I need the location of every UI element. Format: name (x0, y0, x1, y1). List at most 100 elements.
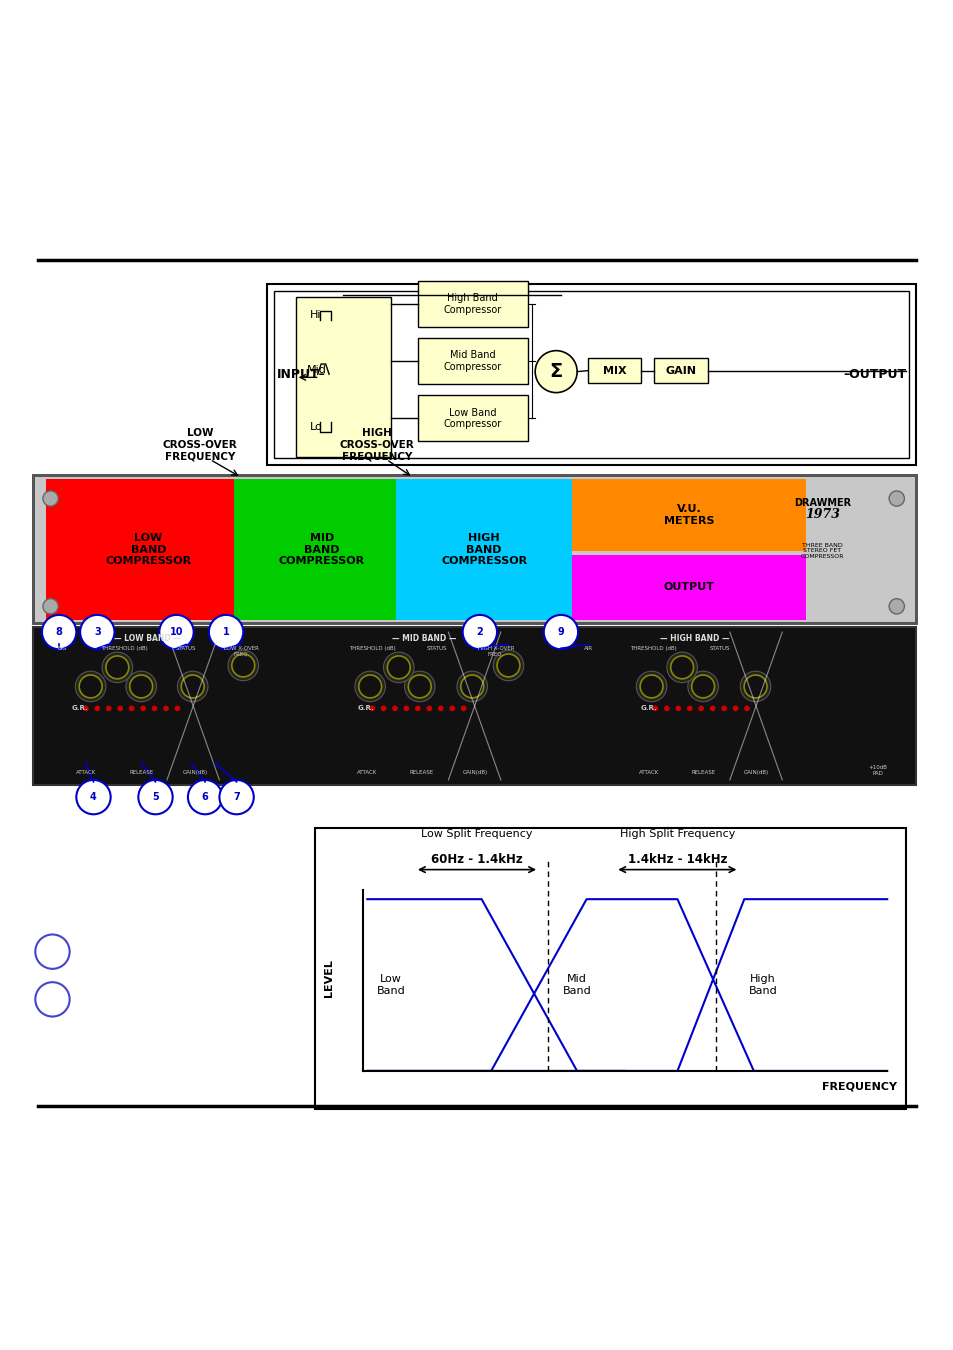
FancyBboxPatch shape (233, 479, 410, 620)
Text: INPUT–: INPUT– (276, 369, 325, 381)
Text: V.U.
METERS: V.U. METERS (663, 505, 714, 526)
Circle shape (493, 651, 523, 680)
Circle shape (152, 706, 157, 711)
Circle shape (94, 706, 100, 711)
Circle shape (177, 671, 208, 702)
Circle shape (209, 614, 243, 649)
FancyBboxPatch shape (267, 284, 915, 466)
Text: Hi: Hi (310, 310, 321, 320)
Text: STATUS: STATUS (426, 645, 447, 651)
Circle shape (543, 614, 578, 649)
Text: MIX: MIX (602, 366, 625, 375)
Text: Lo: Lo (310, 423, 322, 432)
Text: 1.4kHz - 14kHz: 1.4kHz - 14kHz (627, 853, 726, 867)
Text: ATTACK: ATTACK (638, 769, 659, 775)
Text: OUTPUT: OUTPUT (663, 582, 714, 593)
Circle shape (369, 706, 375, 711)
Text: HIGH
CROSS-OVER
FREQUENCY: HIGH CROSS-OVER FREQUENCY (339, 428, 414, 462)
Text: 9: 9 (557, 626, 564, 637)
Circle shape (43, 491, 58, 506)
Circle shape (687, 671, 718, 702)
Circle shape (652, 706, 658, 711)
Circle shape (456, 671, 487, 702)
Polygon shape (394, 482, 432, 620)
Text: RELEASE: RELEASE (409, 769, 434, 775)
FancyBboxPatch shape (572, 555, 805, 620)
Text: High Split Frequency: High Split Frequency (619, 829, 734, 840)
Text: 1: 1 (222, 626, 230, 637)
Text: 60Hz - 1.4kHz: 60Hz - 1.4kHz (431, 853, 522, 867)
Text: GAIN(dB): GAIN(dB) (183, 769, 208, 775)
Text: — MID BAND —: — MID BAND — (392, 634, 456, 643)
Text: Σ: Σ (549, 362, 562, 381)
Circle shape (380, 706, 386, 711)
Circle shape (535, 351, 577, 393)
Circle shape (426, 706, 432, 711)
Circle shape (691, 675, 714, 698)
Text: –OUTPUT: –OUTPUT (842, 369, 905, 381)
Circle shape (666, 652, 697, 683)
Text: High
Band: High Band (748, 975, 777, 996)
Circle shape (408, 675, 431, 698)
Text: 7: 7 (233, 792, 240, 802)
Polygon shape (232, 482, 270, 620)
Text: Mid
Band: Mid Band (562, 975, 591, 996)
Text: +10dB
PAD: +10dB PAD (867, 765, 886, 776)
Circle shape (732, 706, 738, 711)
Text: Mid Band
Compressor: Mid Band Compressor (443, 351, 501, 373)
Text: STATUS: STATUS (175, 645, 196, 651)
Circle shape (698, 706, 703, 711)
Text: DRAWMER: DRAWMER (793, 498, 850, 509)
FancyBboxPatch shape (295, 297, 391, 458)
Circle shape (228, 651, 258, 680)
Circle shape (106, 706, 112, 711)
Text: THREE BAND
STEREO FET
COMPRESSOR: THREE BAND STEREO FET COMPRESSOR (800, 543, 843, 559)
Text: FREQUENCY: FREQUENCY (821, 1081, 896, 1092)
Circle shape (75, 671, 106, 702)
Circle shape (126, 671, 156, 702)
FancyBboxPatch shape (417, 339, 527, 383)
Circle shape (138, 780, 172, 814)
FancyBboxPatch shape (654, 358, 707, 383)
Circle shape (102, 652, 132, 683)
Circle shape (670, 656, 693, 679)
Polygon shape (394, 482, 432, 620)
Text: 6: 6 (201, 792, 209, 802)
Circle shape (740, 671, 770, 702)
Circle shape (188, 780, 222, 814)
Circle shape (140, 706, 146, 711)
Circle shape (232, 653, 254, 676)
Text: 3: 3 (93, 626, 101, 637)
Circle shape (43, 598, 58, 614)
Text: THRESHOLD (dB): THRESHOLD (dB) (348, 645, 395, 651)
Circle shape (355, 671, 385, 702)
Text: BIG: BIG (57, 645, 67, 651)
Circle shape (888, 491, 903, 506)
Text: 8: 8 (55, 626, 63, 637)
Circle shape (720, 706, 726, 711)
Text: 4: 4 (90, 792, 97, 802)
Circle shape (675, 706, 680, 711)
Circle shape (460, 675, 483, 698)
FancyBboxPatch shape (314, 828, 905, 1110)
Text: HIGH X-OVER
FREQ.: HIGH X-OVER FREQ. (477, 645, 514, 656)
Circle shape (387, 656, 410, 679)
Text: GAIN(dB): GAIN(dB) (462, 769, 487, 775)
Text: LOW
BAND
COMPRESSOR: LOW BAND COMPRESSOR (105, 533, 192, 566)
Circle shape (497, 653, 519, 676)
Text: 10: 10 (170, 626, 183, 637)
Circle shape (709, 706, 715, 711)
Text: High Band
Compressor: High Band Compressor (443, 293, 501, 315)
Text: HIGH
BAND
COMPRESSOR: HIGH BAND COMPRESSOR (440, 533, 527, 566)
Circle shape (383, 652, 414, 683)
FancyBboxPatch shape (33, 628, 915, 784)
FancyBboxPatch shape (33, 475, 915, 622)
FancyBboxPatch shape (417, 396, 527, 441)
Text: Low Split Frequency: Low Split Frequency (421, 829, 532, 840)
Circle shape (663, 706, 669, 711)
Circle shape (117, 706, 123, 711)
Circle shape (129, 706, 134, 711)
Text: — HIGH BAND —: — HIGH BAND — (659, 634, 728, 643)
Circle shape (437, 706, 443, 711)
Text: Low Band
Compressor: Low Band Compressor (443, 408, 501, 429)
